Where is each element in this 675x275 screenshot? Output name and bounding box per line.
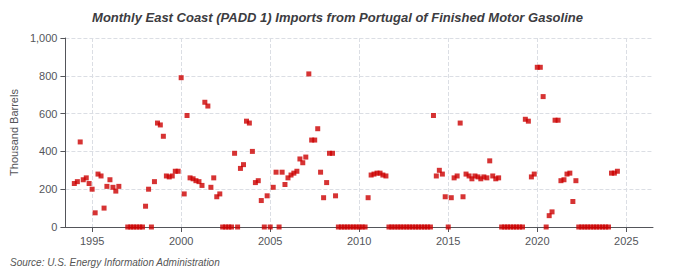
svg-text:1995: 1995: [80, 235, 104, 247]
svg-text:Monthly East Coast (PADD 1) Im: Monthly East Coast (PADD 1) Imports from…: [92, 10, 583, 25]
svg-text:200: 200: [39, 183, 57, 195]
svg-text:400: 400: [39, 145, 57, 157]
svg-text:Source: U.S. Energy Informatio: Source: U.S. Energy Information Administ…: [10, 257, 220, 268]
svg-text:2015: 2015: [436, 235, 460, 247]
svg-text:2010: 2010: [347, 235, 371, 247]
svg-text:Thousand Barrels: Thousand Barrels: [8, 89, 20, 176]
svg-text:0: 0: [51, 221, 57, 233]
svg-text:800: 800: [39, 70, 57, 82]
svg-text:600: 600: [39, 108, 57, 120]
svg-text:2020: 2020: [525, 235, 549, 247]
svg-text:2000: 2000: [169, 235, 193, 247]
svg-text:2005: 2005: [258, 235, 282, 247]
svg-text:1,000: 1,000: [30, 32, 58, 44]
svg-text:2025: 2025: [614, 235, 638, 247]
